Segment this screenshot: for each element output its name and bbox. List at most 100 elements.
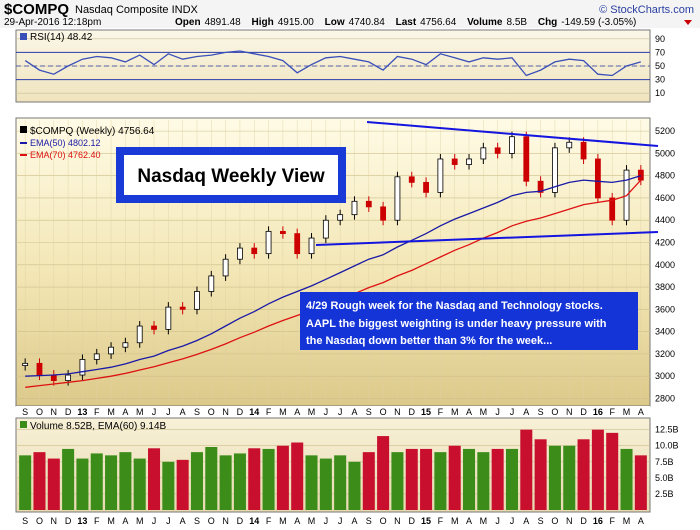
volume-bar	[76, 458, 89, 510]
down-triangle-icon	[684, 20, 692, 25]
annotation-line-3: the Nasdaq down better than 3% for the w…	[306, 335, 552, 347]
price-bar-body	[265, 230, 272, 255]
price-bar-body	[566, 141, 573, 149]
volume-axis: 12.5B 10.0B 7.5B 5.0B 2.5B	[655, 425, 679, 499]
xaxis-month-label: S	[194, 407, 200, 417]
xaxis-month-label: F	[438, 516, 444, 526]
xaxis-month-label: S	[538, 407, 544, 417]
price-bar-body	[480, 147, 487, 160]
price-bar-body	[79, 359, 86, 376]
xaxis-month-label: J	[495, 407, 500, 417]
price-bar-body	[451, 158, 458, 165]
volume-bar	[305, 455, 318, 510]
xaxis-month-label: A	[638, 407, 644, 417]
volume-bar	[606, 432, 619, 510]
volume-bar	[548, 445, 561, 510]
rsi-tick-label: 50	[655, 61, 665, 71]
xaxis-month-label: M	[623, 407, 631, 417]
price-bars	[22, 131, 644, 386]
volume-bar	[291, 442, 304, 510]
xaxis-month-label: J	[510, 516, 515, 526]
xaxis-month-label: O	[208, 407, 215, 417]
price-bar-body	[523, 136, 530, 182]
volume-bar	[463, 448, 476, 510]
volume-tick-label: 12.5B	[655, 425, 679, 435]
volume-tick-label: 5.0B	[655, 473, 674, 483]
volume-bar	[391, 452, 404, 510]
xaxis-month-label: N	[566, 516, 573, 526]
xaxis-month-label: D	[580, 516, 587, 526]
annotation-line-1: 4/29 Rough week for the Nasdaq and Techn…	[306, 300, 603, 312]
xaxis-month-label: A	[122, 516, 128, 526]
price-bar-body	[36, 362, 43, 376]
volume-bar	[47, 458, 60, 510]
rsi-grid	[16, 38, 650, 94]
xaxis-month-label: D	[237, 516, 244, 526]
price-tick-label: 2800	[655, 393, 675, 403]
title-box-inner	[124, 155, 338, 195]
price-bar-body	[308, 237, 315, 255]
volume-bar	[534, 439, 547, 510]
ema50-line	[25, 175, 641, 377]
price-bar-body	[380, 206, 387, 221]
volume-tick-label: 2.5B	[655, 489, 674, 499]
xaxis-month-label: M	[451, 516, 459, 526]
price-bar-body	[294, 233, 301, 255]
title-box-text: Nasdaq Weekly View	[137, 166, 325, 187]
xaxis-month-label: A	[180, 407, 186, 417]
xaxis-month-label: J	[152, 516, 157, 526]
xaxis-month-label: M	[308, 407, 316, 417]
xaxis-month-label: 15	[421, 407, 431, 417]
annotation-box	[300, 292, 638, 350]
xaxis-month-label: M	[451, 407, 459, 417]
price-bar-body	[151, 325, 157, 330]
price-bar-body	[222, 258, 229, 277]
xaxis-month-label: A	[523, 516, 529, 526]
xaxis-month-label: S	[22, 407, 28, 417]
volume-bar	[577, 439, 590, 510]
price-tick-label: 4800	[655, 171, 675, 181]
price-bar-body	[609, 197, 616, 221]
xaxis-month-label: M	[308, 516, 316, 526]
volume-bar	[319, 458, 332, 510]
price-bar-body	[165, 306, 172, 330]
xaxis-month-label: F	[438, 407, 444, 417]
price-tick-label: 3600	[655, 304, 675, 314]
xaxis-month-label: O	[36, 407, 43, 417]
xaxis-month-label: O	[551, 407, 558, 417]
volume-bar	[377, 436, 390, 510]
xaxis-month-label: M	[623, 516, 631, 526]
xaxis-month-label: 14	[249, 407, 259, 417]
volume-bar	[634, 455, 647, 510]
symbol-title: $COMPQ	[4, 1, 69, 18]
low-value: 4740.84	[349, 17, 386, 28]
upper-trendline	[366, 121, 659, 147]
ema70-legend-label: EMA(70) 4762.40	[30, 150, 101, 160]
last-value: 4756.64	[420, 17, 457, 28]
volume-bar	[620, 448, 633, 510]
xaxis-month-label: 16	[593, 407, 603, 417]
volume-bar	[205, 447, 218, 510]
price-bar-body	[594, 158, 601, 199]
volume-bar	[148, 448, 161, 510]
price-bar-body	[22, 362, 29, 366]
volume-bar	[62, 448, 75, 510]
volume-tick-label: 7.5B	[655, 457, 674, 467]
rsi-label: RSI(14) 48.42	[30, 32, 93, 43]
price-bar-body	[580, 141, 587, 160]
xaxis-month-label: J	[338, 516, 343, 526]
price-bar-body	[437, 158, 444, 193]
xaxis-bottom: S O N D 13 F M A M J J A S O N D 14 F M A M J J A S O N D 15 F M A M J J A S…	[22, 516, 644, 526]
price-bar-body	[93, 353, 100, 360]
xaxis-month-label: S	[22, 516, 28, 526]
price-legend-title: $COMPQ (Weekly) 4756.64	[30, 126, 155, 137]
price-bar-body	[337, 214, 344, 221]
volume-bar	[420, 448, 433, 510]
xaxis-month-label: M	[107, 407, 115, 417]
volume-bar	[334, 455, 347, 510]
price-bar-body	[637, 169, 644, 181]
price-bar-body	[65, 374, 72, 382]
volume-bar	[248, 448, 261, 510]
xaxis-month-label: F	[266, 516, 272, 526]
volume-bar	[448, 445, 461, 510]
